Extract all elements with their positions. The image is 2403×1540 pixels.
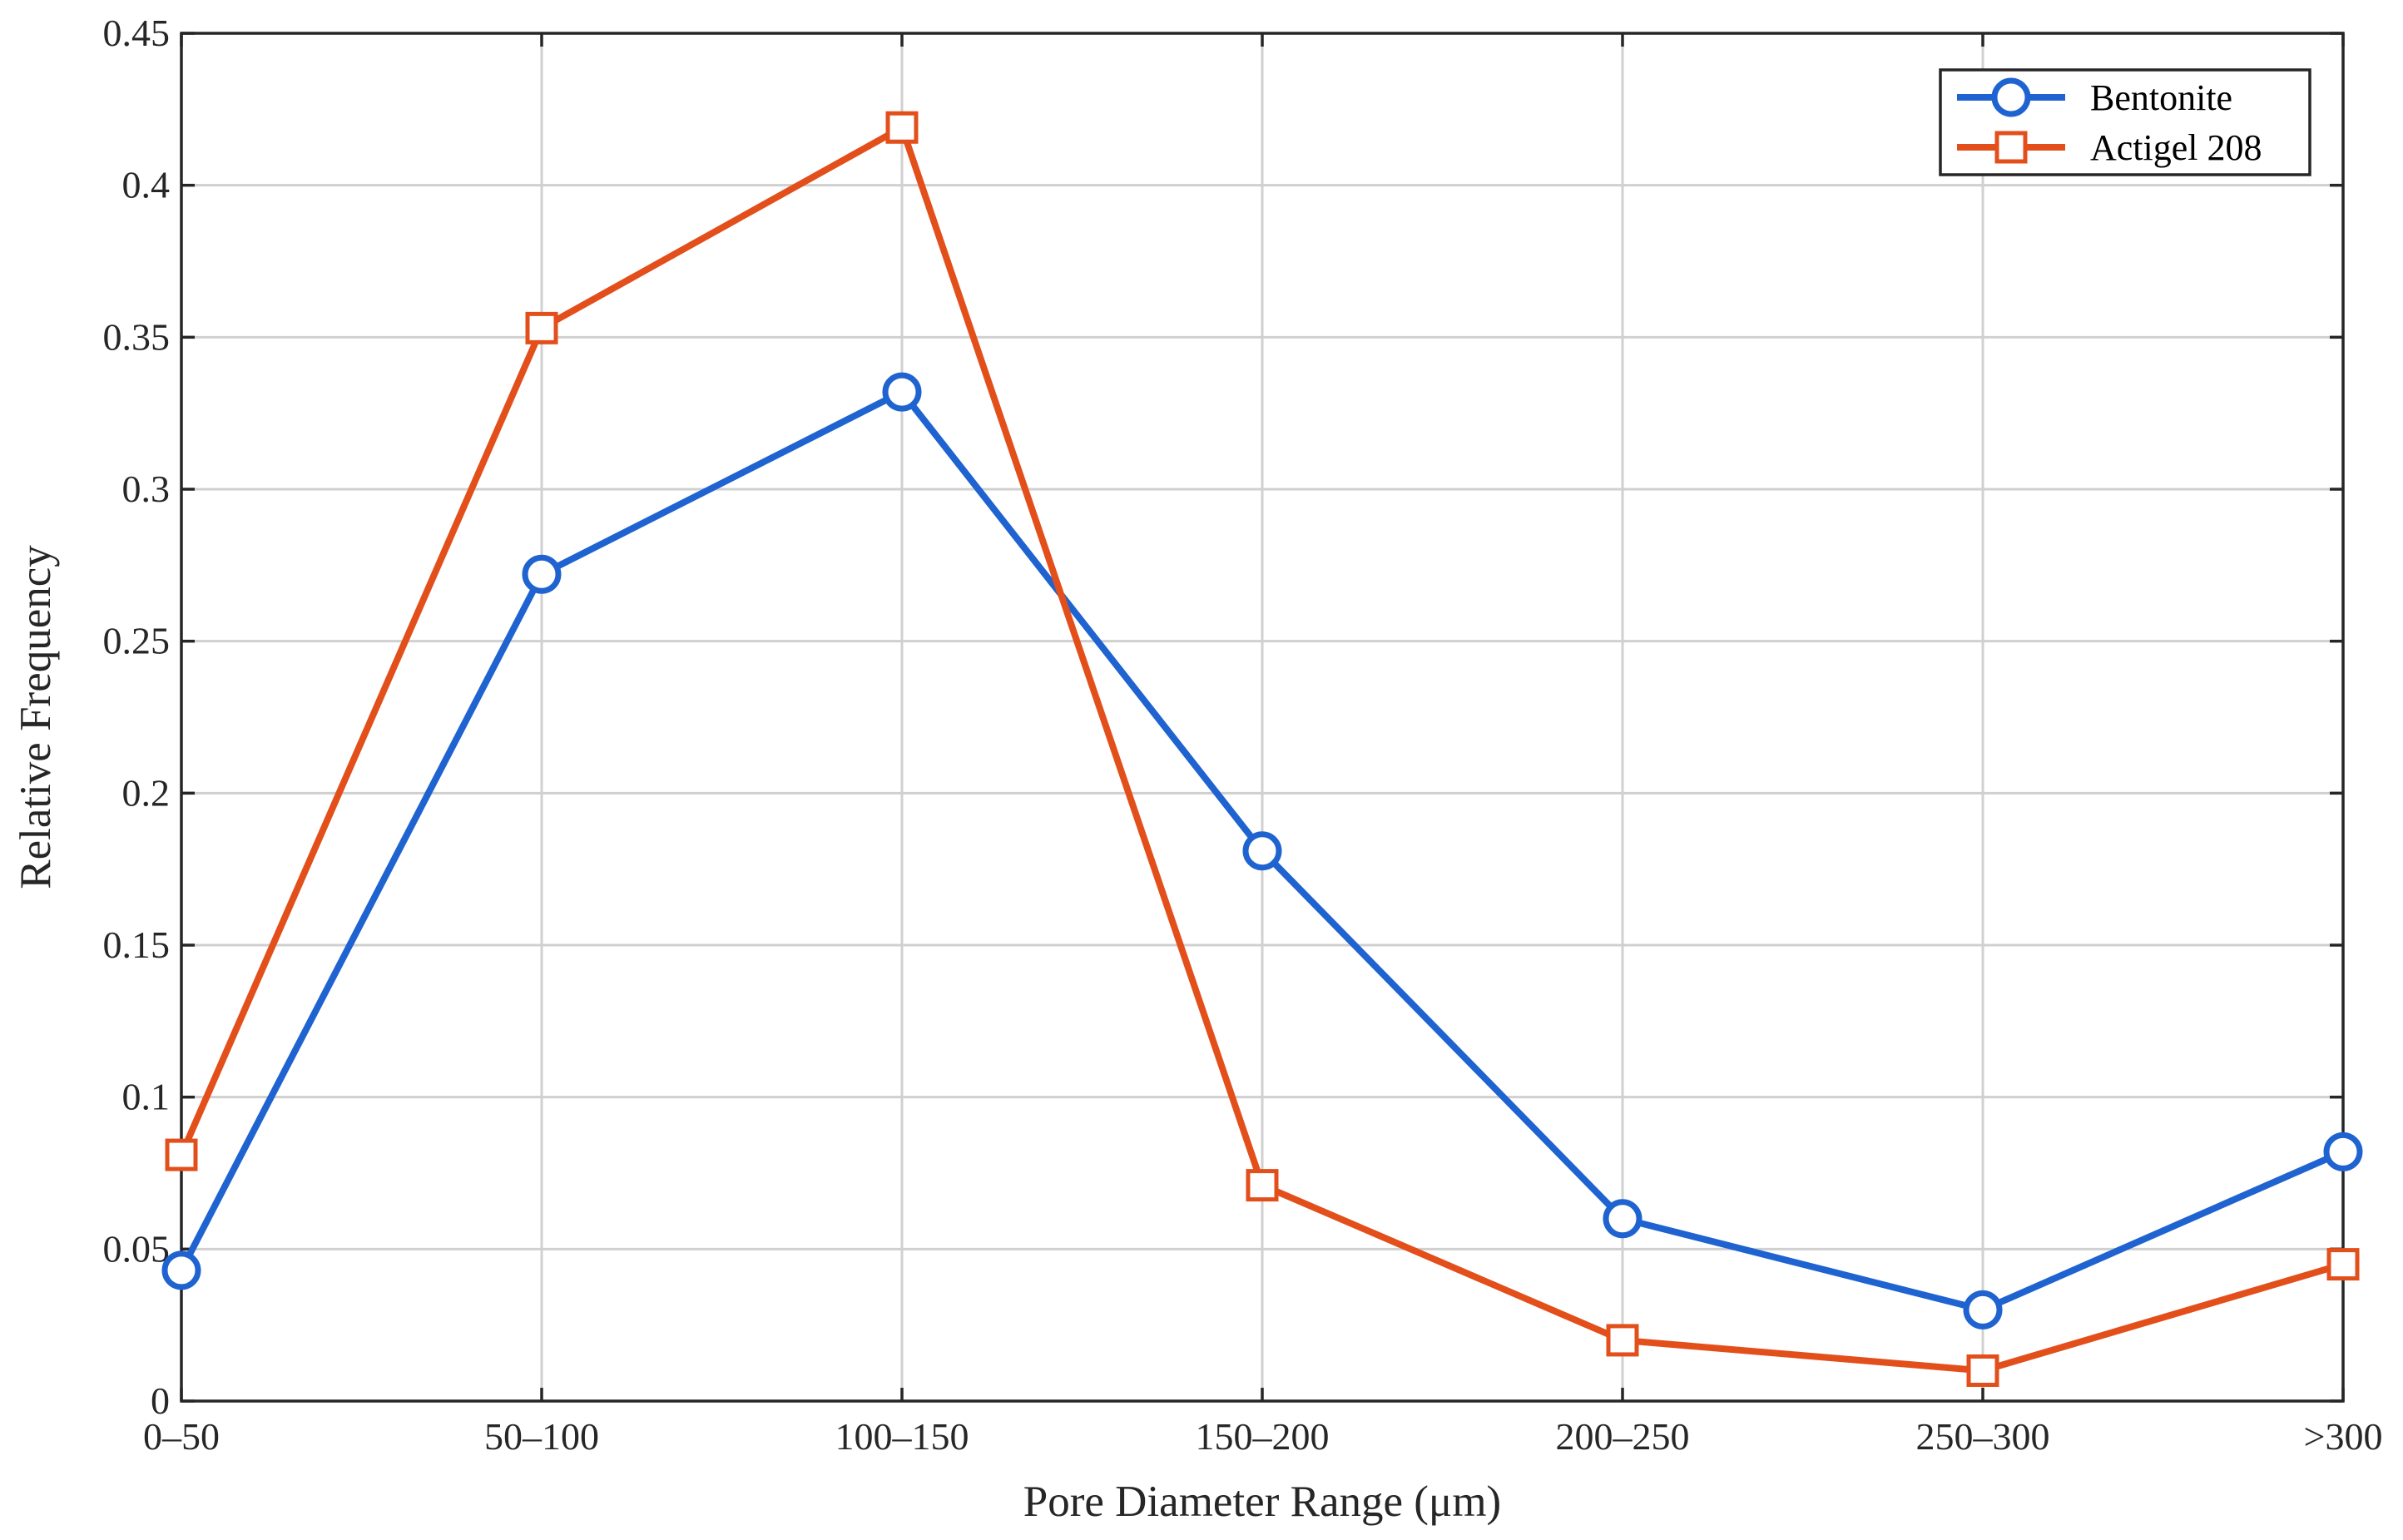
- x-tick-label: 150–200: [1196, 1415, 1330, 1458]
- legend-label: Bentonite: [2090, 77, 2232, 118]
- x-tick-label: 50–100: [484, 1415, 599, 1458]
- legend-label: Actigel 208: [2090, 127, 2262, 168]
- data-point: [522, 554, 562, 594]
- data-point: [885, 111, 919, 144]
- x-tick-labels: 0–50 50–100 100–150 150–200 200–250 250–300 >3…: [143, 1415, 2382, 1458]
- data-point: [882, 372, 922, 412]
- data-point: [525, 311, 558, 344]
- legend-marker: [1994, 131, 2028, 164]
- legend-marker: [1991, 77, 2031, 117]
- data-point: [1242, 831, 1282, 871]
- legend-item: Bentonite: [1957, 77, 2232, 118]
- y-tick-label: 0.1: [122, 1076, 171, 1118]
- x-tick-label: 100–150: [835, 1415, 969, 1458]
- y-axis-label: Relative Frequency: [12, 545, 60, 889]
- y-tick-label: 0.4: [122, 164, 171, 206]
- x-tick-label: 0–50: [143, 1415, 220, 1458]
- y-tick-label: 0.45: [103, 12, 171, 54]
- y-tick-label: 0.15: [103, 924, 171, 966]
- data-point: [2323, 1131, 2363, 1171]
- data-point: [1246, 1169, 1279, 1202]
- y-tick-label: 0.2: [122, 771, 171, 814]
- series-actigel-208: [165, 111, 2360, 1387]
- legend: Bentonite Actigel 208: [1939, 68, 2311, 176]
- y-tick-label: 0: [151, 1379, 170, 1422]
- data-point: [2326, 1248, 2360, 1281]
- x-tick-label: 200–250: [1556, 1415, 1690, 1458]
- x-axis-label: Pore Diameter Range (μm): [1023, 1478, 1501, 1526]
- y-tick-label: 0.35: [103, 315, 171, 358]
- data-point: [1963, 1290, 2003, 1330]
- series-layer: [161, 111, 2363, 1387]
- data-point: [165, 1138, 198, 1171]
- data-point: [1966, 1354, 1999, 1387]
- tick-marks: [180, 32, 2345, 1403]
- series-bentonite: [161, 372, 2363, 1330]
- y-tick-labels: 0 0.05 0.1 0.15 0.2 0.25 0.3 0.35 0.4 0.45: [103, 12, 171, 1422]
- x-tick-label: 250–300: [1916, 1415, 2050, 1458]
- data-point: [161, 1250, 201, 1290]
- data-point: [1606, 1324, 1639, 1357]
- data-point: [1603, 1199, 1642, 1239]
- y-tick-label: 0.25: [103, 620, 171, 662]
- y-tick-label: 0.05: [103, 1227, 171, 1270]
- y-tick-label: 0.3: [122, 468, 171, 510]
- x-tick-label: >300: [2304, 1415, 2383, 1458]
- legend-item: Actigel 208: [1957, 127, 2262, 168]
